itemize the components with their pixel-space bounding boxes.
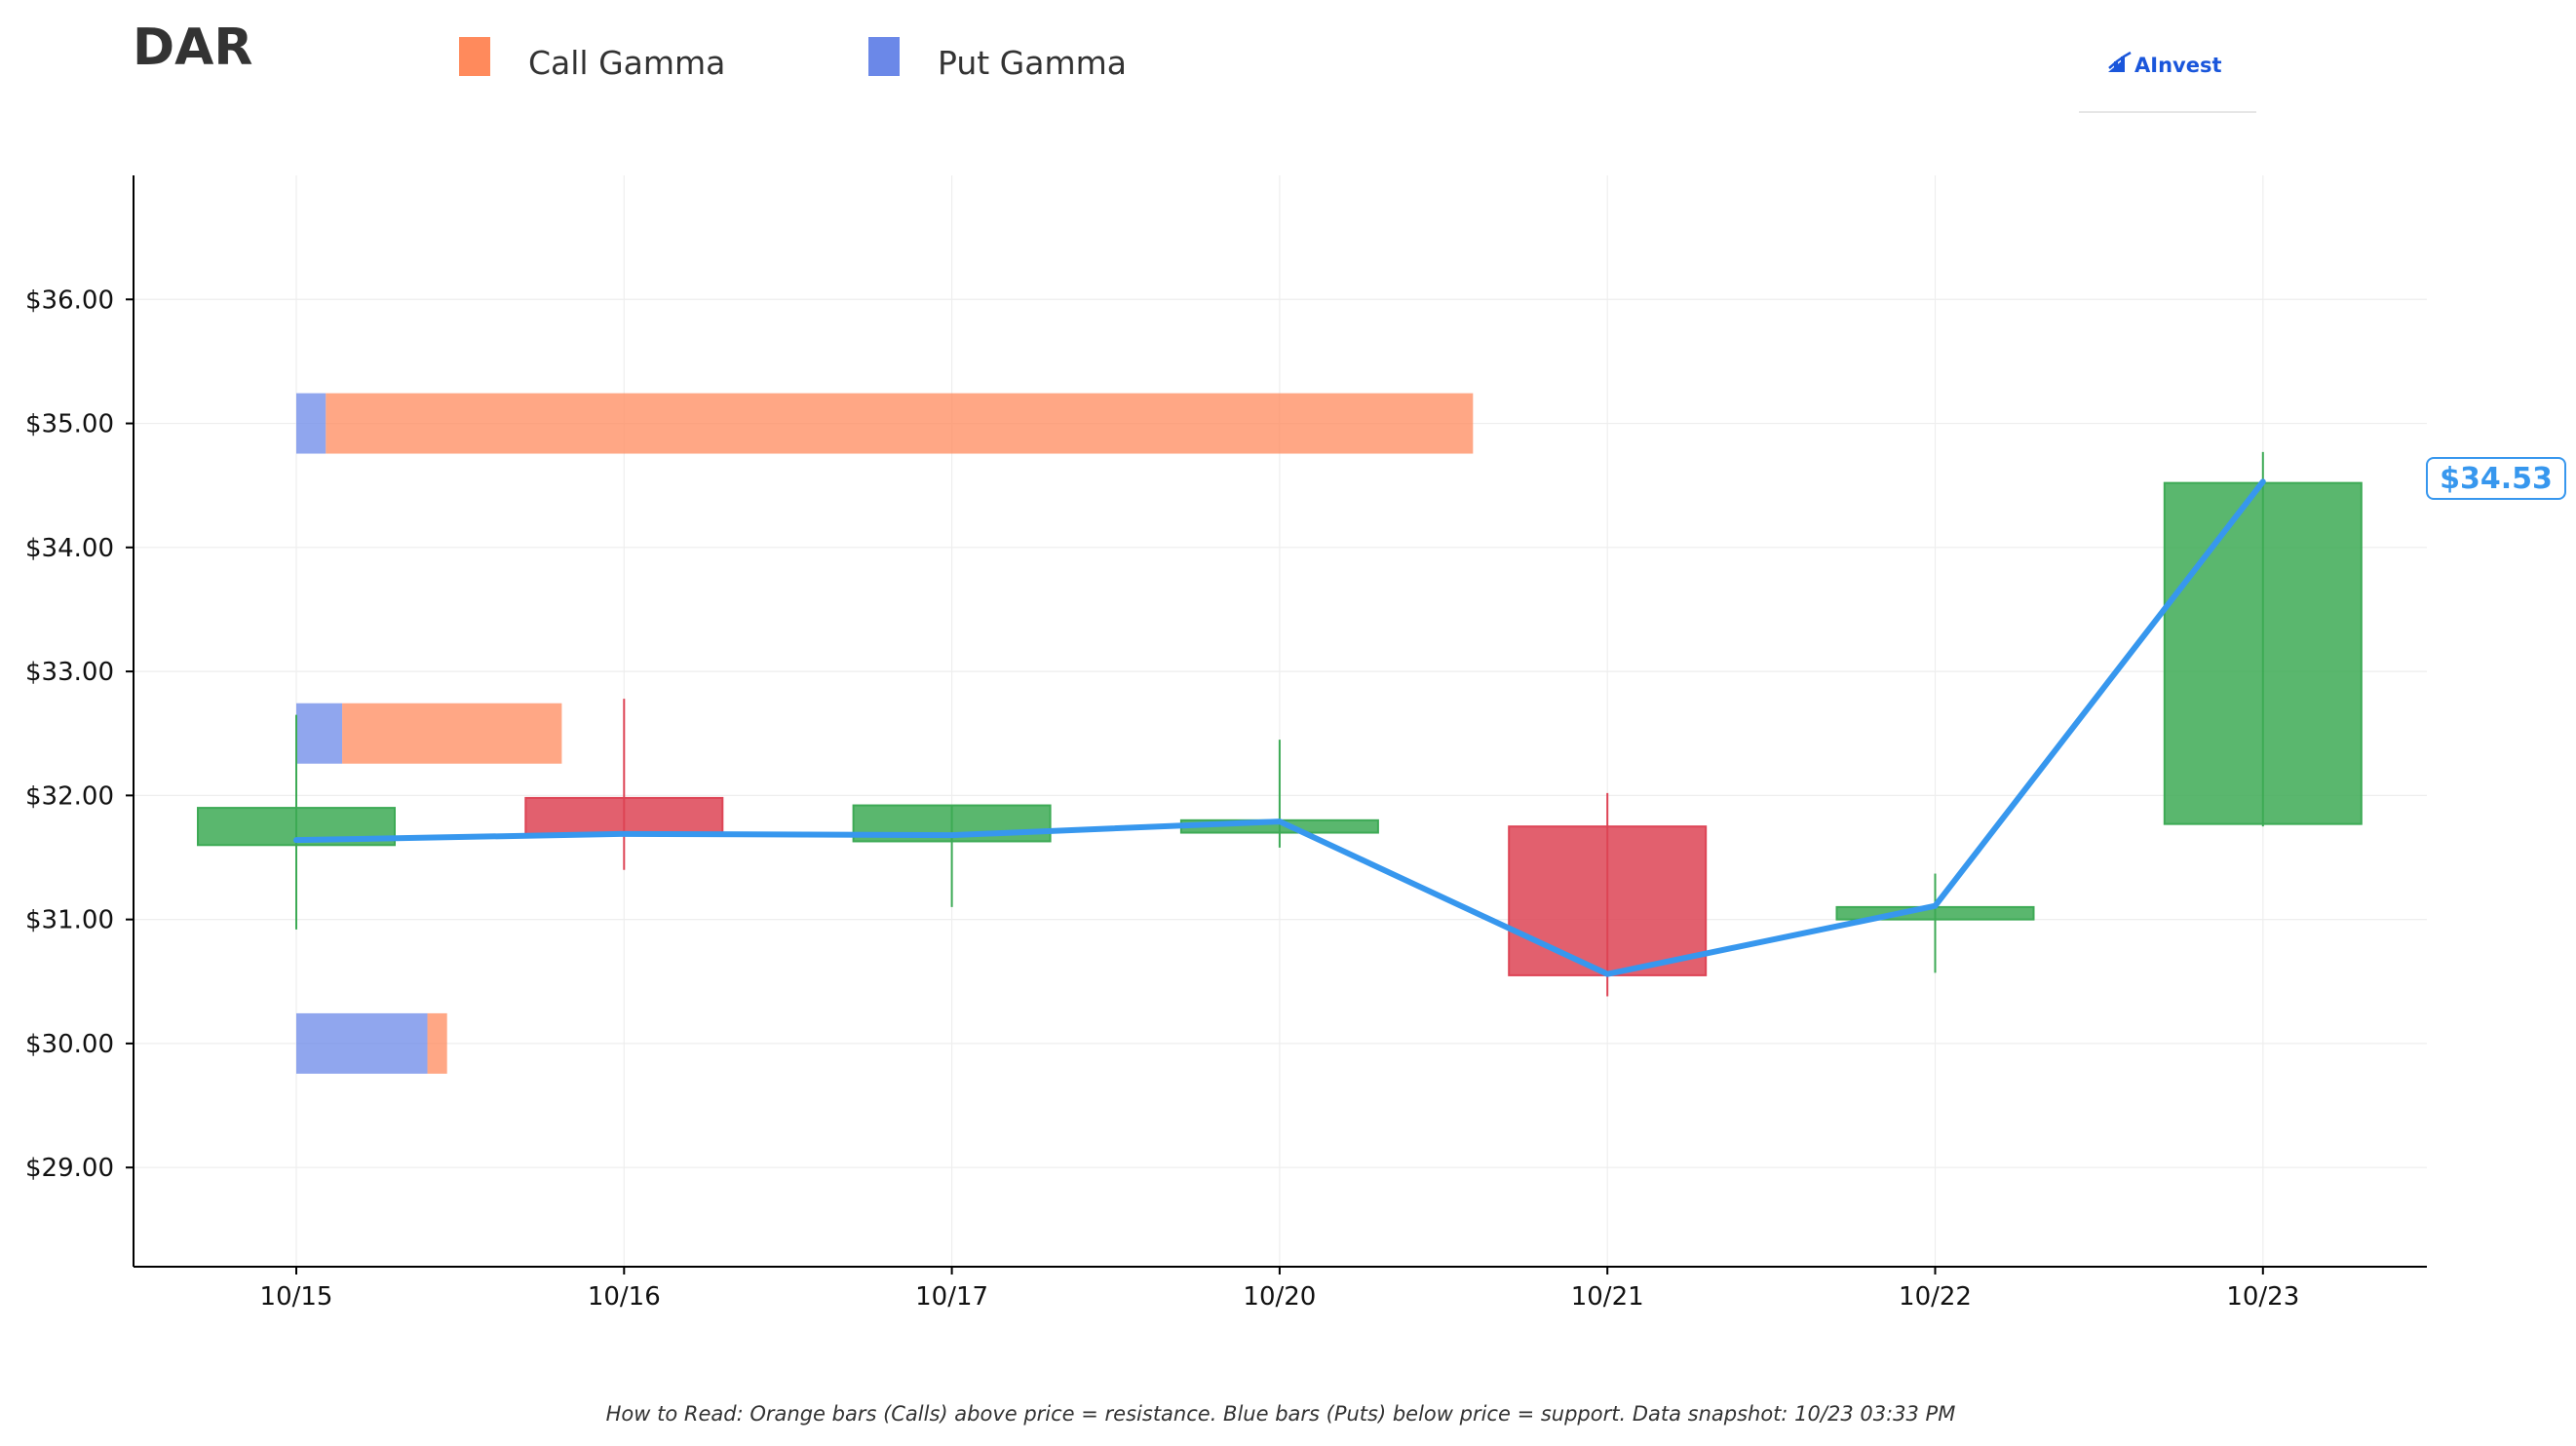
y-tick-label: $32.00: [25, 781, 114, 811]
call-gamma-swatch: [459, 37, 490, 76]
brand-logo: AInvest: [2079, 51, 2256, 113]
x-tick-label: 10/21: [1571, 1282, 1644, 1312]
price-tag-box: [2426, 457, 2566, 500]
y-tick-label: $31.00: [25, 906, 114, 935]
y-tick-label: $29.00: [25, 1154, 114, 1183]
current-price-label: $34.53: [2440, 462, 2553, 496]
legend: Call Gamma Put Gamma: [459, 37, 1127, 82]
put-gamma-bar: [296, 703, 343, 764]
brand-name: AInvest: [2134, 54, 2222, 77]
x-tick-label: 10/16: [588, 1282, 661, 1312]
candle-body: [524, 796, 724, 837]
call-gamma-legend-label: Call Gamma: [528, 44, 725, 82]
x-tick-label: 10/15: [260, 1282, 333, 1312]
price-line: [293, 478, 2266, 977]
put-gamma-bar: [296, 1012, 428, 1074]
x-tick-label: 10/23: [2226, 1282, 2299, 1312]
candle-body: [2163, 481, 2363, 825]
x-axis-ticks: 10/15 10/16 10/17 10/20 10/21 10/22 10/23: [260, 1267, 2299, 1312]
call-gamma-bar: [342, 703, 562, 764]
logo-chart-icon: [2108, 51, 2132, 72]
put-gamma-swatch: [868, 37, 900, 76]
y-tick-label: $30.00: [25, 1030, 114, 1059]
y-tick-label: $36.00: [25, 285, 114, 315]
put-gamma-legend-label: Put Gamma: [938, 44, 1127, 82]
call-gamma-bar: [427, 1012, 447, 1074]
x-tick-label: 10/20: [1243, 1282, 1316, 1312]
y-tick-label: $33.00: [25, 658, 114, 687]
candle-body: [1508, 825, 1708, 976]
price-line-group: [293, 478, 2266, 977]
footer-note: How to Read: Orange bars (Calls) above p…: [606, 1402, 1956, 1426]
current-price-tag: $34.53: [2426, 457, 2566, 500]
put-gamma-bar: [296, 393, 327, 454]
call-gamma-bar: [326, 393, 1474, 454]
gamma-bars: [296, 393, 1474, 1074]
x-tick-label: 10/17: [915, 1282, 988, 1312]
y-axis-ticks: $29.00 $30.00 $31.00 $32.00 $33.00 $34.00 $35.…: [25, 285, 134, 1183]
y-tick-label: $35.00: [25, 410, 114, 439]
ticker-title: DAR: [133, 19, 252, 77]
x-tick-label: 10/22: [1899, 1282, 1972, 1312]
y-tick-label: $34.00: [25, 534, 114, 563]
